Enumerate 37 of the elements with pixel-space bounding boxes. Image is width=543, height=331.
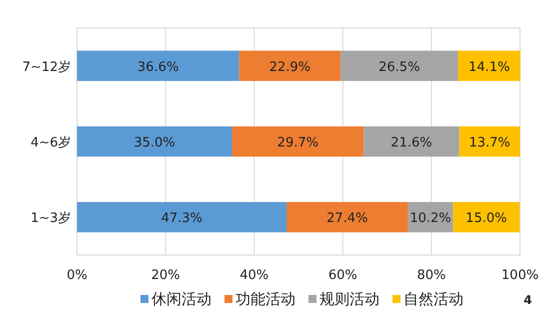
x-tick-label: 100%: [501, 268, 539, 283]
bar: [459, 126, 520, 157]
bar: [77, 126, 232, 157]
bar: [458, 50, 520, 81]
y-tick-label: 1~3岁: [30, 211, 71, 226]
y-tick-label: 7~12岁: [22, 60, 71, 75]
data-label: 10.2%: [410, 211, 452, 226]
data-label: 15.0%: [466, 211, 507, 226]
x-tick-label: 20%: [151, 268, 180, 283]
bar: [364, 126, 460, 157]
x-tick-label: 60%: [328, 268, 358, 283]
bar: [286, 202, 408, 232]
data-label: 26.5%: [378, 60, 420, 75]
bar: [77, 50, 240, 81]
data-label: 13.7%: [469, 136, 510, 150]
data-label: 22.9%: [269, 60, 311, 75]
legend-label: 规则活动: [320, 290, 380, 308]
bar: [77, 202, 287, 232]
data-label: 27.4%: [326, 211, 368, 226]
data-label: 36.6%: [137, 60, 179, 75]
x-tick-label: 40%: [240, 268, 269, 283]
bar: [453, 202, 520, 232]
bar: [340, 50, 458, 81]
data-label: 14.1%: [468, 60, 510, 75]
x-tick-label: 80%: [416, 268, 446, 283]
text: 4: [524, 293, 532, 307]
legend-label: 休闲活动: [152, 290, 212, 308]
data-label: 47.3%: [161, 211, 202, 226]
data-label: 35.0%: [134, 136, 176, 150]
x-tick-label: 0%: [66, 268, 88, 283]
y-tick-label: 4~6岁: [30, 136, 71, 150]
bar: [232, 126, 364, 157]
legend-label: 功能活动: [236, 290, 296, 308]
bar: [239, 50, 341, 81]
data-label: 21.6%: [390, 136, 432, 150]
legend-label: 自然活动: [404, 290, 464, 308]
data-label: 29.7%: [277, 136, 318, 150]
